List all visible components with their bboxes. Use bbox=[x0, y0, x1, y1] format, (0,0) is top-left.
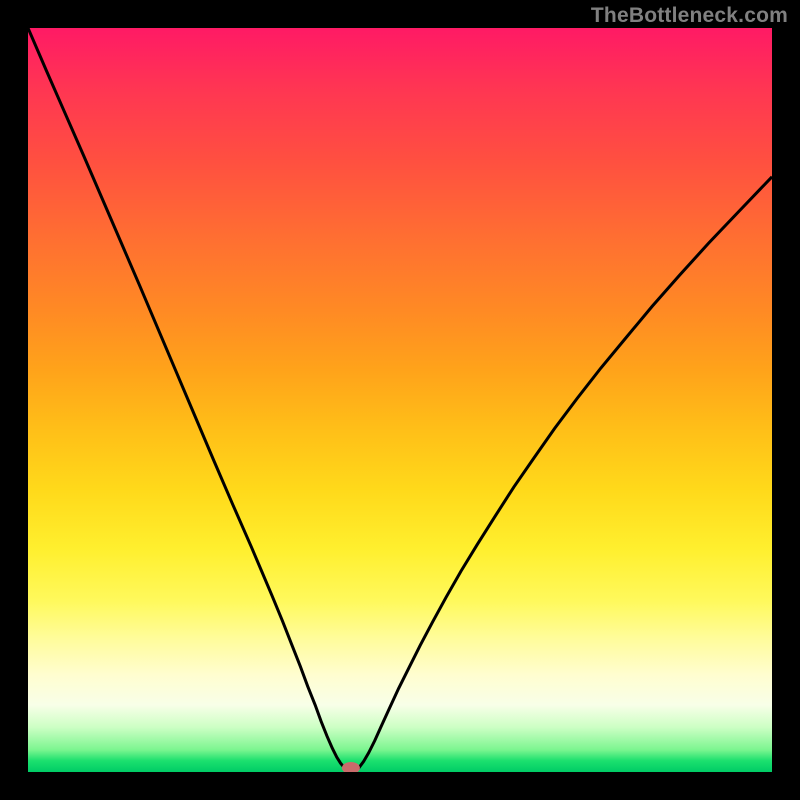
plot-area bbox=[28, 28, 772, 772]
bottleneck-curve bbox=[28, 28, 772, 772]
chart-canvas: TheBottleneck.com bbox=[0, 0, 800, 800]
optimal-point-marker bbox=[342, 762, 360, 772]
plot-svg bbox=[28, 28, 772, 772]
watermark-text: TheBottleneck.com bbox=[591, 4, 788, 28]
